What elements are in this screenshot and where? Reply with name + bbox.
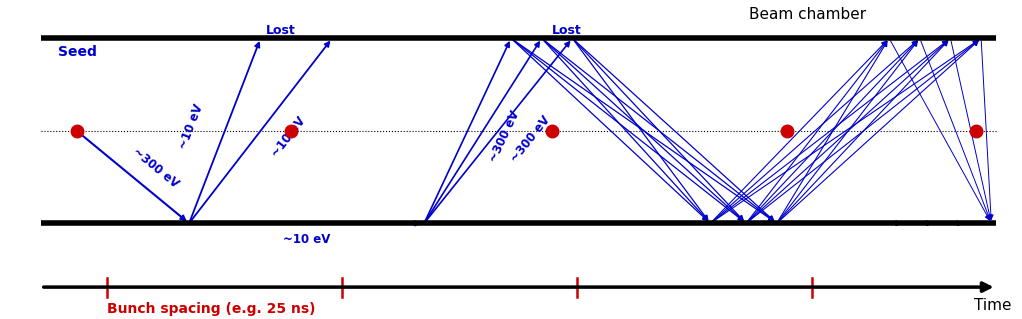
Text: Seed: Seed: [58, 45, 97, 59]
Text: ~300 eV: ~300 eV: [508, 113, 553, 165]
Text: Beam chamber: Beam chamber: [749, 7, 866, 22]
Text: Bunch spacing (e.g. 25 ns): Bunch spacing (e.g. 25 ns): [107, 302, 316, 316]
Text: ~300 eV: ~300 eV: [130, 146, 181, 191]
Text: Lost: Lost: [266, 24, 295, 37]
Text: Time: Time: [974, 298, 1012, 313]
Text: ~10 eV: ~10 eV: [269, 115, 309, 160]
Text: ~300 eV: ~300 eV: [486, 108, 522, 164]
Text: ~10 eV: ~10 eV: [283, 233, 330, 246]
Text: ~10 eV: ~10 eV: [177, 102, 206, 151]
Text: Lost: Lost: [552, 24, 582, 37]
